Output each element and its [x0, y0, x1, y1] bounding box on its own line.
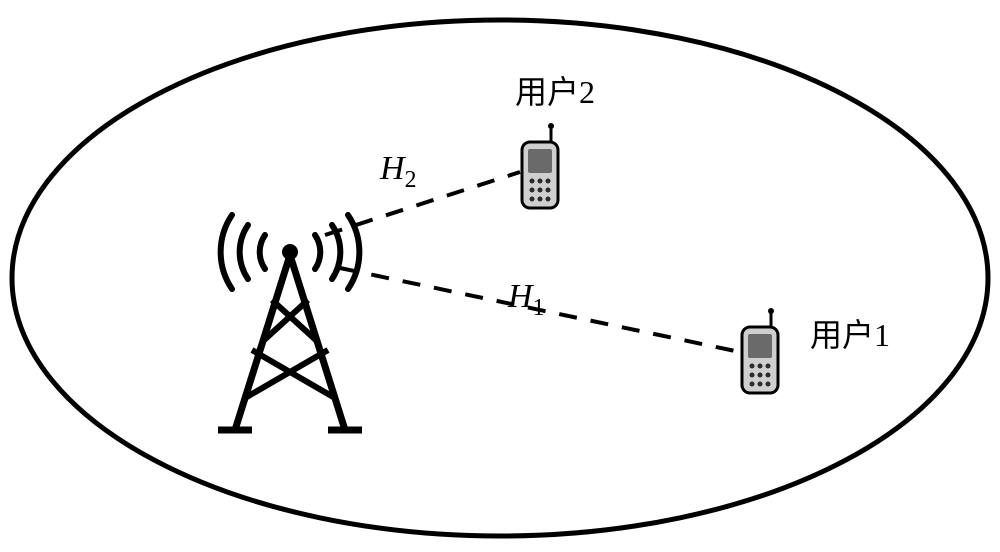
diagram-container: 用户2 用户1 H2 H1 [0, 0, 1000, 552]
phones-svg [0, 0, 1000, 552]
h1-sub: 1 [533, 295, 545, 321]
user2-label: 用户2 [515, 67, 595, 113]
channel-h2-label: H2 [380, 150, 416, 194]
phone-user2-icon [522, 123, 558, 208]
channel-h1-label: H1 [508, 278, 544, 322]
phone-user1-icon [742, 308, 778, 393]
user1-label: 用户1 [810, 310, 890, 356]
h2-sub: 2 [405, 167, 417, 193]
h2-base: H [380, 150, 405, 187]
h1-base: H [508, 278, 533, 315]
